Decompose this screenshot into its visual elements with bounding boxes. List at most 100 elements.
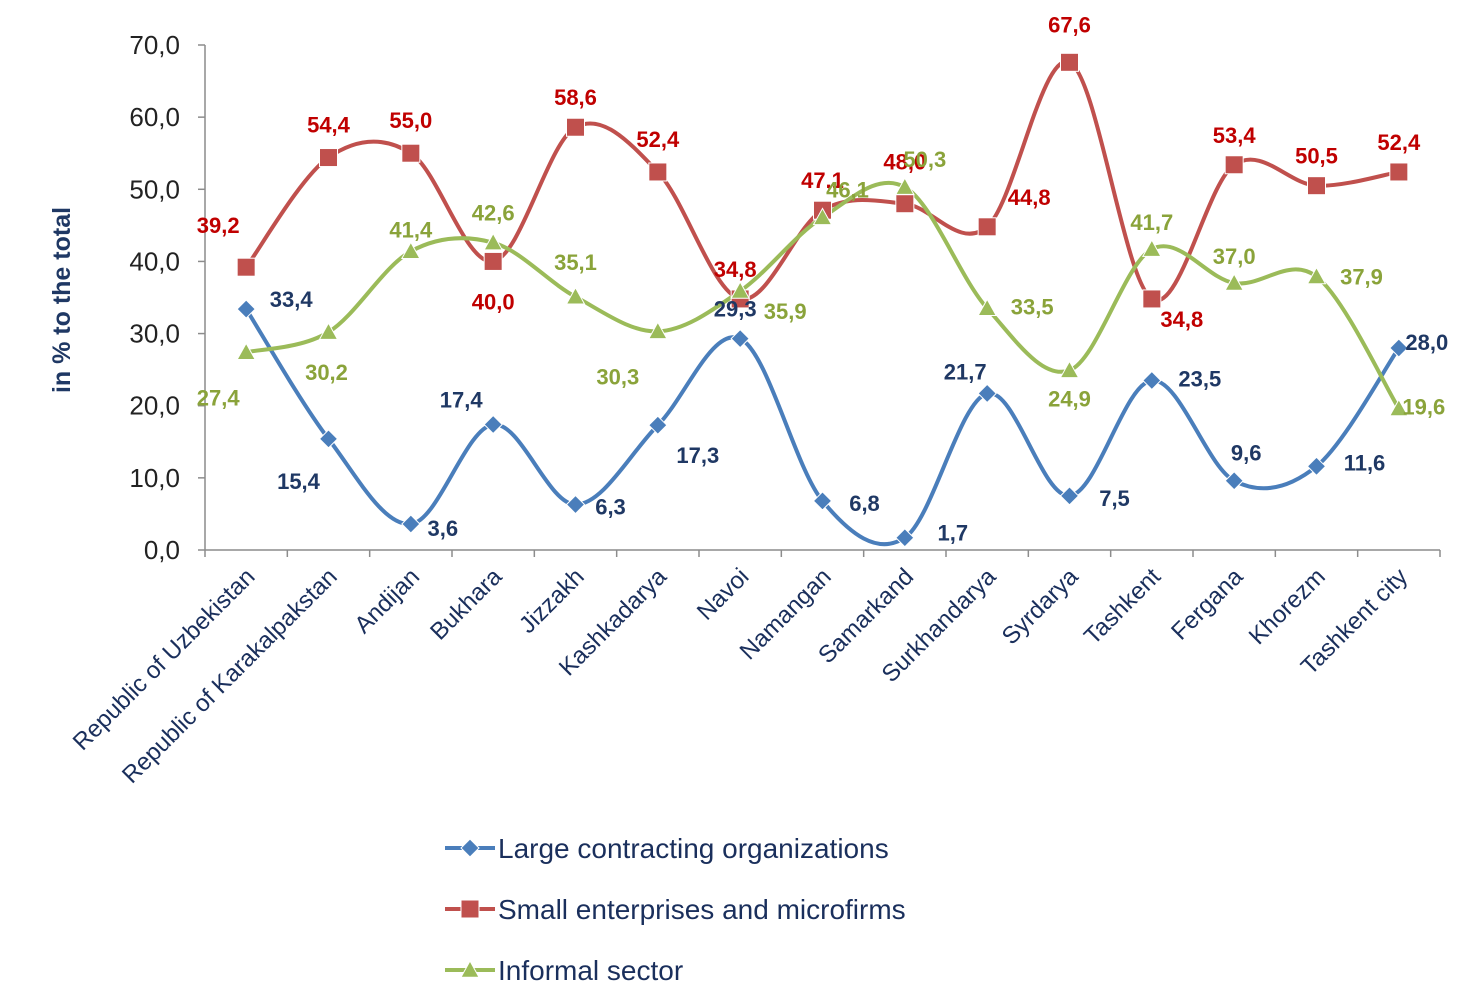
data-label: 6,3 (595, 495, 626, 520)
y-tick-label: 50,0 (129, 174, 180, 204)
data-point (730, 280, 751, 299)
data-point (977, 383, 997, 404)
y-tick-label: 20,0 (129, 391, 180, 421)
data-point (1307, 176, 1326, 196)
data-point (1389, 338, 1409, 358)
y-tick-label: 60,0 (129, 102, 180, 132)
data-label: 50,5 (1295, 144, 1338, 169)
data-label: 23,5 (1178, 366, 1221, 391)
y-tick-label: 40,0 (129, 246, 180, 276)
data-point (1059, 486, 1080, 506)
data-label: 3,6 (428, 516, 459, 541)
series-line (244, 180, 1401, 411)
data-label: 11,6 (1344, 450, 1386, 475)
data-label: 42,6 (472, 201, 515, 226)
data-point (1388, 398, 1409, 417)
data-point (236, 299, 256, 319)
data-point (236, 257, 256, 277)
data-label: 50,3 (903, 147, 946, 172)
data-label: 27,4 (197, 385, 241, 410)
y-tick-label: 0,0 (144, 535, 180, 565)
data-point (1060, 52, 1079, 72)
data-point (647, 321, 668, 340)
data-label: 41,4 (389, 217, 433, 242)
data-label: 44,8 (1008, 185, 1051, 210)
data-point (894, 177, 915, 195)
data-label: 33,4 (270, 287, 314, 312)
x-category-label: Bukhara (425, 563, 508, 646)
data-label: 34,8 (714, 257, 757, 282)
data-point (565, 286, 586, 305)
y-axis-label: in % to the total (48, 207, 76, 393)
data-point (1142, 289, 1162, 309)
x-category-label: Fergana (1166, 563, 1249, 646)
data-label: 52,4 (636, 127, 680, 152)
data-label: 30,3 (596, 364, 639, 389)
data-label: 35,1 (554, 250, 597, 275)
legend-swatch-marker (460, 838, 480, 858)
data-point (1306, 456, 1327, 477)
data-point (318, 429, 339, 449)
data-point (812, 491, 833, 511)
data-label: 46,1 (826, 177, 869, 202)
data-point (566, 117, 585, 137)
data-label: 24,9 (1048, 386, 1091, 411)
data-label: 9,6 (1231, 441, 1262, 466)
data-label: 17,3 (676, 443, 719, 468)
y-tick-label: 30,0 (129, 319, 180, 349)
data-point (319, 148, 338, 168)
data-point (318, 322, 339, 340)
x-category-label: Tashkent (1079, 563, 1166, 650)
data-label: 52,4 (1377, 130, 1421, 155)
data-point (977, 298, 998, 317)
data-label: 54,4 (307, 113, 351, 138)
data-label: 37,0 (1213, 244, 1256, 269)
data-point (483, 251, 503, 271)
data-label: 58,6 (554, 85, 597, 110)
axes (204, 45, 1440, 551)
x-category-label: Syrdarya (997, 563, 1084, 650)
data-point (812, 207, 833, 226)
data-label: 15,4 (277, 469, 321, 494)
data-point (565, 494, 586, 515)
y-axis-ticks: 0,0 10,0 20,0 30,0 40,0 50,0 60,0 70,0 (129, 30, 205, 565)
data-point (1224, 471, 1244, 491)
data-label: 48,0 (883, 150, 926, 175)
x-category-label: Jizzakh (514, 563, 590, 639)
data-point (401, 514, 421, 534)
legend-label: Small enterprises and microfirms (498, 894, 906, 925)
data-label: 30,2 (305, 360, 348, 385)
data-point (1224, 155, 1244, 175)
data-point (1224, 273, 1245, 291)
legend-swatch-marker (460, 899, 480, 919)
data-point (895, 194, 915, 214)
x-category-label: Khorezm (1244, 563, 1331, 650)
data-label: 55,0 (389, 108, 432, 133)
data-point (730, 328, 750, 349)
legend: Large contracting organizations Small ent… (445, 833, 906, 985)
data-label: 67,6 (1048, 12, 1091, 37)
legend-swatch-marker (460, 959, 480, 978)
data-point (1059, 360, 1080, 379)
data-point (648, 162, 668, 182)
data-point (401, 143, 421, 163)
data-point (1306, 266, 1327, 285)
data-point (1389, 162, 1409, 182)
legend-label: Informal sector (498, 955, 683, 985)
data-point (400, 241, 421, 260)
data-labels: 33,4 15,4 3,6 17,4 6,3 17,3 29,3 6,8 1,7 21,7 7,5 2… (197, 12, 1448, 545)
x-category-label: Navoi (692, 563, 754, 625)
data-label: 47,1 (801, 168, 844, 193)
data-point (648, 415, 668, 435)
data-label: 53,4 (1213, 123, 1257, 148)
data-label: 39,2 (197, 213, 240, 238)
legend-label: Large contracting organizations (498, 833, 889, 864)
data-label: 6,8 (849, 491, 880, 516)
data-label: 7,5 (1099, 486, 1130, 511)
data-label: 19,6 (1402, 395, 1445, 420)
data-label: 33,5 (1011, 294, 1054, 319)
data-point (483, 232, 504, 251)
data-label: 17,4 (440, 387, 484, 412)
data-label: 37,9 (1340, 265, 1383, 290)
